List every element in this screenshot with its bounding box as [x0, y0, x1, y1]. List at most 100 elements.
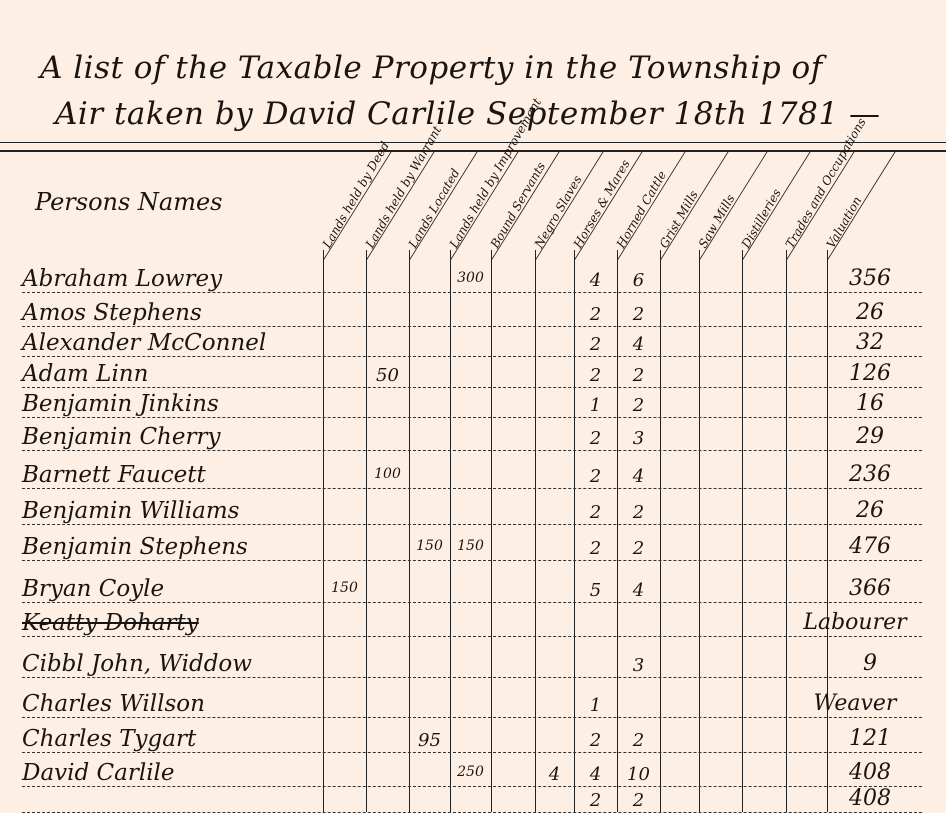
cell-improvement: 300	[457, 270, 484, 286]
cell-horses: 1	[589, 395, 602, 416]
person-name: Adam Linn	[22, 361, 149, 387]
trade-value: Labourer	[803, 610, 907, 635]
column-divider	[535, 250, 536, 812]
cell-cattle: 2	[632, 365, 645, 386]
cell-warrant: 50	[376, 365, 399, 386]
cell-cattle: 3	[632, 428, 645, 449]
row-leader	[22, 524, 922, 525]
person-name: Benjamin Williams	[22, 498, 240, 524]
document-title-line-1: A list of the Taxable Property in the To…	[40, 50, 823, 86]
column-header: Trades and Occupations	[782, 115, 869, 251]
person-name: Charles Tygart	[22, 726, 197, 752]
valuation-value: 126	[849, 361, 891, 386]
row-leader	[22, 677, 922, 678]
valuation-value: 16	[856, 391, 884, 416]
row-leader	[22, 292, 922, 293]
person-name: Bryan Coyle	[22, 576, 165, 602]
cell-cattle: 2	[632, 304, 645, 325]
column-divider	[617, 250, 618, 812]
valuation-value: 408	[849, 760, 891, 785]
title-underline	[0, 142, 946, 143]
valuation-value: 356	[849, 266, 891, 291]
column-divider	[574, 250, 575, 812]
cell-cattle: 2	[632, 538, 645, 559]
person-name: Benjamin Jinkins	[22, 391, 219, 417]
valuation-value: 26	[856, 498, 884, 523]
person-name: Cibbl John, Widdow	[22, 651, 252, 677]
cell-warrant: 100	[374, 466, 401, 482]
cell-horses: 2	[589, 466, 602, 487]
cell-cattle: 2	[632, 790, 645, 811]
row-leader	[22, 786, 922, 787]
row-leader	[22, 636, 922, 637]
column-divider	[699, 250, 700, 812]
person-name: Charles Willson	[22, 691, 205, 717]
cell-cattle: 4	[632, 334, 645, 355]
row-leader	[22, 387, 922, 388]
cell-horses: 4	[589, 764, 602, 785]
column-divider	[660, 250, 661, 812]
person-name: Abraham Lowrey	[22, 266, 223, 292]
person-name: David Carlile	[22, 760, 175, 786]
row-leader	[22, 417, 922, 418]
column-divider	[366, 250, 367, 812]
cell-horses: 2	[589, 428, 602, 449]
header-rule	[0, 150, 946, 152]
cell-horses: 5	[589, 580, 602, 601]
column-divider	[409, 250, 410, 812]
document-title-line-2: Air taken by David Carlile September 18t…	[55, 96, 881, 132]
cell-slaves: 4	[548, 764, 561, 785]
cell-improvement: 250	[457, 764, 484, 780]
cell-cattle: 4	[632, 580, 645, 601]
trade-value: Weaver	[813, 691, 897, 716]
column-header: Grist Mills	[656, 188, 701, 251]
person-name: Benjamin Cherry	[22, 424, 221, 450]
cell-cattle: 2	[632, 730, 645, 751]
column-header: Valuation	[823, 194, 865, 251]
cell-horses: 2	[589, 730, 602, 751]
valuation-value: 476	[849, 534, 891, 559]
row-leader	[22, 602, 922, 603]
column-header: Distilleries	[738, 186, 784, 251]
column-divider	[827, 250, 828, 812]
valuation-value: 366	[849, 576, 891, 601]
valuation-value: 32	[856, 330, 884, 355]
column-divider	[786, 250, 787, 812]
row-leader	[22, 450, 922, 451]
valuation-value: 29	[856, 424, 884, 449]
valuation-value: 121	[849, 726, 891, 751]
persons-names-header: Persons Names	[35, 188, 223, 216]
valuation-value: 236	[849, 462, 891, 487]
cell-located: 150	[416, 538, 443, 554]
cell-cattle: 6	[632, 270, 645, 291]
cell-horses: 2	[589, 334, 602, 355]
column-divider	[450, 250, 451, 812]
row-leader	[22, 326, 922, 327]
cell-horses: 2	[589, 790, 602, 811]
cell-deed: 150	[331, 580, 358, 596]
cell-improvement: 150	[457, 538, 484, 554]
cell-horses: 4	[589, 270, 602, 291]
valuation-value: 26	[856, 300, 884, 325]
person-name: Keatty Doharty	[22, 610, 199, 636]
cell-horses: 1	[589, 695, 602, 716]
row-leader	[22, 717, 922, 718]
cell-horses: 2	[589, 304, 602, 325]
row-leader	[22, 560, 922, 561]
cell-located: 95	[418, 730, 441, 751]
person-name: Barnett Faucett	[22, 462, 206, 488]
column-divider	[742, 250, 743, 812]
column-divider	[323, 250, 324, 812]
valuation-value: 408	[849, 786, 891, 811]
cell-cattle: 2	[632, 502, 645, 523]
row-leader	[22, 752, 922, 753]
cell-cattle: 2	[632, 395, 645, 416]
cell-horses: 2	[589, 538, 602, 559]
valuation-value: 9	[863, 651, 877, 676]
column-header: Saw Mills	[695, 192, 738, 251]
column-divider	[491, 250, 492, 812]
cell-cattle: 3	[632, 655, 645, 676]
row-leader	[22, 488, 922, 489]
cell-cattle: 10	[627, 764, 650, 785]
cell-cattle: 4	[632, 466, 645, 487]
